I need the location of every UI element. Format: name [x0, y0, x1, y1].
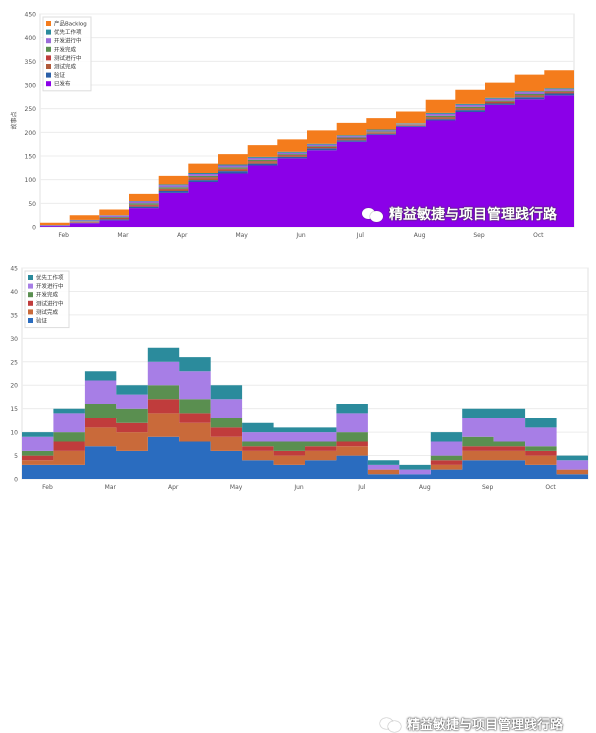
legend-label: 测试完成 [36, 308, 59, 316]
series-area-优先工作项 [22, 347, 588, 470]
legend-box [42, 16, 92, 92]
wip-chart-svg: 0 5 10 15 20 25 30 35 40 45 Feb Mar Apr May Jun Jul Aug S… [10, 266, 589, 491]
legend-label: 测试进行中 [36, 299, 64, 307]
y-axis-label: 故事点 [10, 111, 18, 129]
y-tick-label: 300 [25, 83, 37, 90]
y-tick-label: 200 [25, 130, 37, 137]
legend-swatch [46, 29, 51, 35]
wechat-icon [362, 206, 384, 222]
x-tick-label: Sep [482, 484, 494, 491]
y-tick-label: 15 [10, 406, 18, 413]
legend-label: 开发完成 [54, 45, 77, 53]
legend-label: 测试完成 [54, 63, 77, 71]
x-tick-label: Aug [414, 232, 426, 239]
legend-label: 验证 [36, 317, 48, 325]
y-tick-label: 25 [10, 359, 18, 366]
x-tick-label: Sep [473, 232, 485, 239]
legend-swatch [28, 283, 33, 289]
legend-swatch [46, 55, 51, 61]
series-area-测试完成 [22, 413, 588, 475]
legend-swatch [46, 72, 51, 78]
x-tick-label: May [235, 232, 248, 239]
x-tick-label: Aug [419, 484, 431, 491]
x-tick-label: Jul [357, 484, 366, 491]
cumulative-flow-chart-svg: 0 50 100 150 200 250 300 350 400 450 Feb Mar Apr May J… [10, 12, 575, 239]
x-tick-label: Oct [533, 232, 544, 239]
y-tick-label: 150 [25, 154, 37, 161]
x-tick-label: Mar [117, 232, 129, 239]
legend-swatch [28, 300, 33, 306]
legend-swatch [46, 81, 51, 87]
series-area-验证 [22, 436, 588, 479]
x-tick-label: Jun [295, 232, 306, 239]
y-tick-label: 450 [25, 12, 37, 19]
series-area-产品Backlog [40, 70, 574, 226]
wip-chart: 0 5 10 15 20 25 30 35 40 45 Feb Mar Apr May Jun Jul Aug S… [0, 256, 596, 733]
x-tick-label: Feb [42, 484, 53, 491]
legend-swatch [28, 309, 33, 315]
y-tick-label: 350 [25, 59, 37, 66]
legend-swatch [28, 275, 33, 280]
watermark-text: 精益敏捷与项目管理践行路 [407, 718, 564, 733]
legend-label: 优先工作项 [36, 274, 64, 282]
legend-swatch [46, 38, 51, 44]
legend-label: 开发进行中 [36, 282, 64, 290]
legend-swatch [28, 318, 33, 323]
watermark: 精益敏捷与项目管理践行路 [380, 714, 563, 733]
y-tick-label: 400 [25, 35, 37, 42]
legend-label: 开发进行中 [54, 37, 82, 45]
legend-swatch [28, 292, 33, 298]
y-tick-label: 50 [28, 201, 36, 208]
legend-swatch [46, 46, 51, 52]
watermark-text: 精益敏捷与项目管理践行路 [389, 207, 557, 223]
wechat-icon [380, 716, 402, 732]
legend-label: 产品Backlog [54, 20, 87, 28]
y-tick-label: 0 [32, 225, 36, 232]
y-tick-label: 250 [25, 106, 37, 113]
y-tick-label: 45 [10, 266, 18, 273]
y-tick-label: 20 [10, 383, 18, 390]
legend-swatch [46, 64, 51, 69]
x-tick-label: Feb [58, 232, 69, 239]
y-tick-label: 35 [10, 312, 18, 319]
x-tick-label: Oct [545, 484, 556, 491]
cumulative-flow-chart: 0 50 100 150 200 250 300 350 400 450 Feb Mar Apr May J… [0, 0, 596, 240]
y-tick-label: 30 [10, 336, 18, 343]
y-tick-label: 5 [14, 453, 18, 460]
x-tick-label: Mar [105, 484, 117, 491]
y-tick-label: 40 [10, 289, 18, 296]
legend-label: 开发完成 [36, 291, 59, 299]
y-tick-label: 0 [14, 477, 18, 484]
legend-label: 优先工作项 [54, 28, 82, 36]
watermark: 精益敏捷与项目管理践行路 [362, 204, 557, 224]
x-tick-label: Apr [177, 232, 188, 239]
legend-label: 测试进行中 [54, 54, 82, 62]
series-area-已发布 [40, 95, 574, 228]
series-area-开发进行中 [22, 361, 588, 475]
y-tick-label: 10 [10, 430, 18, 437]
legend-label: 验证 [54, 71, 66, 79]
x-tick-label: Apr [168, 484, 179, 491]
x-tick-label: Jun [293, 484, 304, 491]
y-tick-label: 100 [25, 177, 37, 184]
legend-label: 已发布 [54, 80, 71, 88]
x-tick-label: Jul [356, 232, 365, 239]
x-tick-label: May [230, 484, 243, 491]
legend-swatch [46, 21, 51, 26]
